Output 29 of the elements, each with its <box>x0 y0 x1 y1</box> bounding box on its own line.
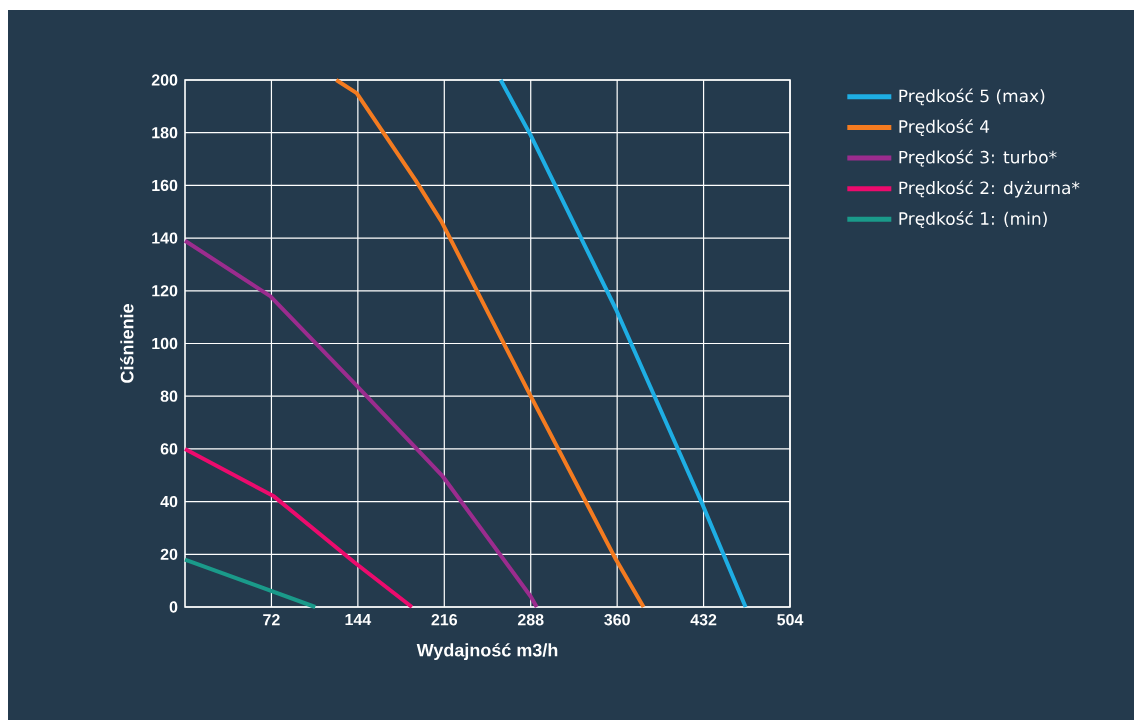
x-tick-label: 504 <box>777 614 804 626</box>
y-tick-label: 20 <box>160 548 178 560</box>
legend-label: Prędkość 2: dyżurna* <box>899 180 1080 198</box>
y-tick-label: 100 <box>152 337 178 350</box>
line-series <box>334 78 646 609</box>
y-tick-label: 180 <box>152 127 178 139</box>
y-tick-label: 140 <box>152 232 178 244</box>
y-tick-label: 200 <box>151 74 178 86</box>
x-tick-label: 360 <box>604 614 630 626</box>
y-axis-title: Ciśnienie <box>120 304 134 383</box>
legend-label: Prędkość 3: turbo* <box>899 149 1057 167</box>
x-tick-label: 288 <box>517 614 544 626</box>
x-tick-label: 72 <box>263 614 280 626</box>
legend-label: Prędkość 1: (min) <box>899 211 1047 228</box>
y-tick-label: 40 <box>160 495 178 508</box>
y-tick-label: 80 <box>160 390 178 402</box>
y-tick-label: 160 <box>152 179 178 192</box>
y-tick-label: 60 <box>160 443 178 455</box>
x-tick-label: 144 <box>345 614 372 626</box>
x-axis-title: Wydajność m3/h <box>416 643 558 661</box>
y-tick-label: 0 <box>169 601 178 613</box>
line-series <box>183 238 539 609</box>
y-tick-label: 120 <box>152 285 178 297</box>
line-series <box>498 78 748 609</box>
legend-label: Prędkość 5 (max) <box>899 88 1045 106</box>
x-tick-label: 432 <box>690 614 717 626</box>
x-tick-label: 216 <box>431 614 458 626</box>
line-series <box>183 446 414 609</box>
legend-label: Prędkość 4 <box>899 119 990 137</box>
